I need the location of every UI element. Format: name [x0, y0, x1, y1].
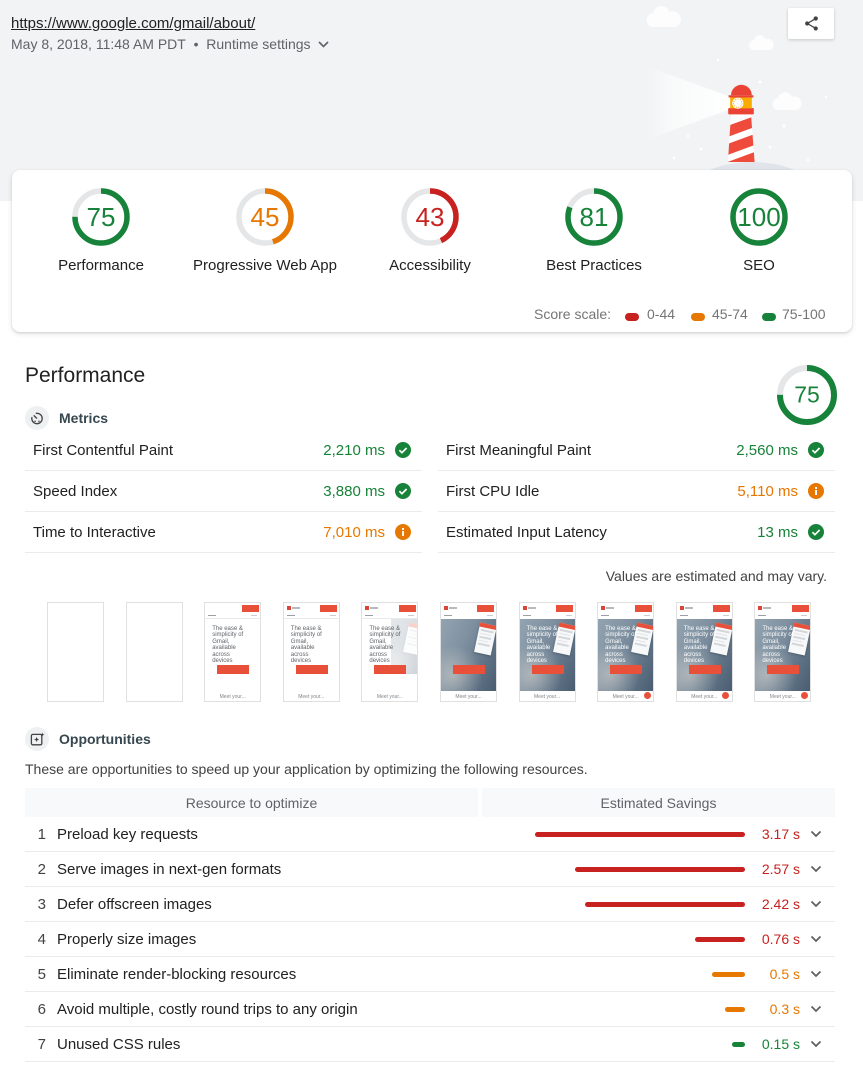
- svg-text:43: 43: [416, 202, 445, 232]
- svg-text:75: 75: [794, 382, 820, 408]
- svg-text:100: 100: [737, 202, 780, 232]
- svg-text:45: 45: [251, 202, 280, 232]
- svg-text:75: 75: [87, 202, 116, 232]
- svg-text:81: 81: [580, 202, 609, 232]
